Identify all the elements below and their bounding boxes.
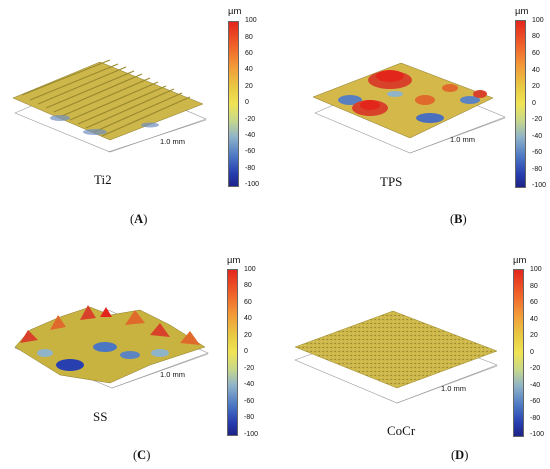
panel-letter: (D): [451, 448, 469, 462]
tick-label: 20: [245, 83, 253, 90]
scale-axis: [111, 353, 209, 389]
panel-d: CoCr 1.0 mm µm 100 80 60 40 20 0 -20 -40…: [275, 235, 550, 469]
panel-a: Ti2 1.0 mm µm 100 80 60 40 20 0 -20 -40 …: [0, 0, 275, 234]
tick-label: -80: [530, 415, 541, 422]
colorbar: [227, 269, 238, 436]
tick-label: -80: [244, 414, 255, 421]
tick-label: -40: [244, 381, 255, 388]
tick-label: 0: [245, 99, 249, 106]
colorbar-unit: µm: [515, 6, 529, 17]
panel-b: TPS 1.0 mm µm 100 80 60 40 20 0 -20 -40 …: [275, 0, 550, 234]
tick-label: 80: [530, 283, 538, 290]
tick-label: 40: [532, 67, 540, 74]
surface-plot-c: [14, 305, 209, 389]
tick-label: -60: [244, 398, 255, 405]
colorbar: [228, 21, 239, 187]
tick-label: -40: [530, 382, 541, 389]
tick-label: -60: [530, 398, 541, 405]
sample-label: TPS: [380, 174, 403, 189]
sample-label: Ti2: [94, 172, 112, 187]
tick-label: 0: [530, 349, 534, 356]
tick-label: -100: [245, 181, 260, 188]
surface-plot-a: [12, 59, 207, 153]
tick-label: -20: [244, 365, 255, 372]
tick-label: -60: [532, 149, 543, 156]
tick-label: 20: [244, 332, 252, 339]
surface-valleys: [50, 115, 159, 135]
tick-label: 40: [245, 66, 253, 73]
tick-label: 80: [532, 33, 540, 40]
tick-label: 20: [530, 332, 538, 339]
tick-label: 100: [530, 266, 542, 273]
tick-label: -100: [530, 431, 545, 438]
tick-label: -20: [530, 365, 541, 372]
colorbar-unit: µm: [228, 6, 242, 17]
scale-label: 1.0 mm: [450, 135, 476, 144]
colorbar-unit: µm: [227, 255, 241, 266]
tick-label: 100: [244, 266, 256, 273]
surface-features: [20, 305, 200, 371]
surface-shape: [12, 61, 204, 141]
tick-label: -100: [532, 182, 547, 189]
tick-label: 100: [532, 17, 544, 24]
colorbar-unit: µm: [513, 255, 527, 266]
scale-label: 1.0 mm: [160, 370, 186, 379]
colorbar: [515, 20, 526, 188]
tick-label: -40: [532, 133, 543, 140]
scale-axis: [107, 119, 207, 153]
tick-label: 40: [244, 315, 252, 322]
scale-label: 1.0 mm: [160, 137, 186, 146]
sample-label: CoCr: [387, 423, 416, 438]
tick-label: -20: [245, 116, 256, 123]
tick-label: -40: [245, 132, 256, 139]
tick-label: 60: [530, 299, 538, 306]
tick-label: 0: [244, 348, 248, 355]
surface-ridges: [21, 59, 191, 137]
sample-label: SS: [93, 409, 108, 424]
tick-label: -60: [245, 148, 256, 155]
surface-plot-d: [294, 310, 498, 404]
panel-c: SS 1.0 mm µm 100 80 60 40 20 0 -20 -40 -…: [0, 235, 275, 469]
surface-shape: [312, 62, 494, 139]
tick-label: -20: [532, 116, 543, 123]
scale-axis: [396, 365, 498, 404]
panel-letter: (C): [133, 448, 151, 462]
surface-plot-b: [312, 62, 506, 154]
surface-features: [338, 70, 487, 123]
tick-label: 60: [245, 50, 253, 57]
tick-label: -80: [245, 165, 256, 172]
tick-label: 60: [532, 50, 540, 57]
tick-label: 20: [532, 83, 540, 90]
scale-axis: [409, 117, 506, 154]
tick-label: 80: [245, 34, 253, 41]
colorbar: [513, 269, 524, 437]
tick-label: 100: [245, 17, 257, 24]
tick-label: 80: [244, 282, 252, 289]
tick-label: 0: [532, 100, 536, 107]
scale-label: 1.0 mm: [441, 384, 467, 393]
tick-label: 60: [244, 299, 252, 306]
panel-letter: (A): [130, 212, 148, 226]
tick-label: 40: [530, 316, 538, 323]
panel-letter: (B): [450, 212, 467, 226]
tick-label: -80: [532, 166, 543, 173]
tick-label: -100: [244, 431, 259, 438]
surface-shape: [294, 310, 498, 389]
